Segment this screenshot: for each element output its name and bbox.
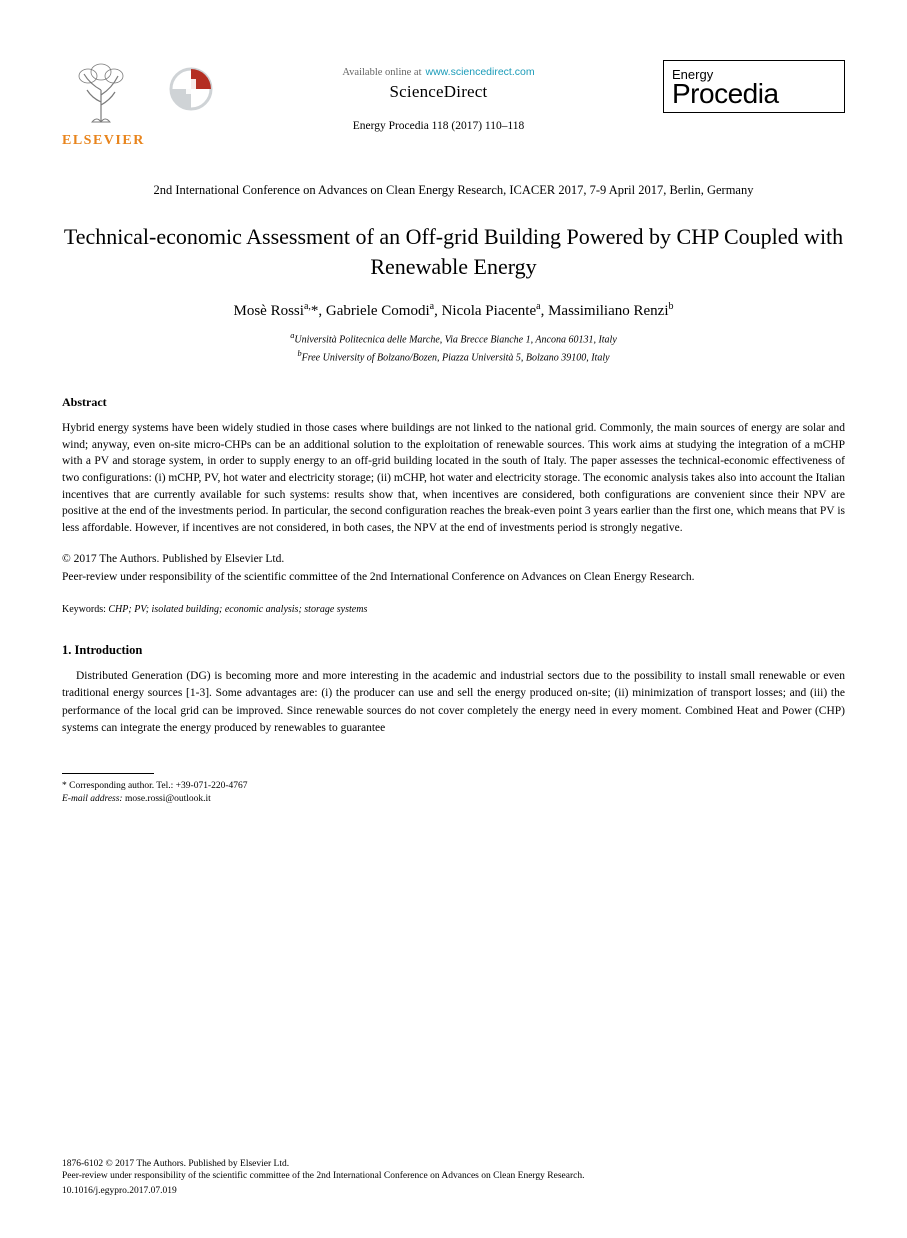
available-at-label: Available online at [342, 67, 421, 78]
email-line: E-mail address: mose.rossi@outlook.it [62, 793, 845, 806]
header-row: ELSEVIER Available online at www.science… [62, 60, 845, 149]
paper-title: Technical-economic Assessment of an Off-… [62, 222, 845, 281]
introduction-paragraph: Distributed Generation (DG) is becoming … [62, 668, 845, 737]
procedia-box: Energy Procedia [663, 60, 845, 113]
email-label: E-mail address: [62, 794, 123, 804]
copyright-line: © 2017 The Authors. Published by Elsevie… [62, 551, 845, 568]
footer-copyright: 1876-6102 © 2017 The Authors. Published … [62, 1158, 845, 1171]
footer-peer-review: Peer-review under responsibility of the … [62, 1170, 845, 1183]
sciencedirect-link[interactable]: www.sciencedirect.com [425, 66, 534, 78]
footer: 1876-6102 © 2017 The Authors. Published … [62, 1158, 845, 1198]
elsevier-logo: ELSEVIER [62, 60, 140, 149]
affiliations: aUniversità Politecnica delle Marche, Vi… [62, 330, 845, 365]
footnote-block: * Corresponding author. Tel.: +39-071-22… [62, 780, 845, 807]
peer-review-line: Peer-review under responsibility of the … [62, 569, 845, 586]
abstract-body: Hybrid energy systems have been widely s… [62, 420, 845, 537]
sciencedirect-label: ScienceDirect [214, 82, 663, 102]
elsevier-tree-icon [62, 60, 140, 128]
abstract-heading: Abstract [62, 395, 845, 410]
header-left: ELSEVIER [62, 60, 214, 149]
conference-line: 2nd International Conference on Advances… [62, 183, 845, 198]
affiliation-b: bFree University of Bolzano/Bozen, Piazz… [62, 348, 845, 365]
procedia-title: Procedia [672, 80, 836, 108]
introduction-heading: 1. Introduction [62, 643, 845, 658]
footnote-rule [62, 773, 154, 774]
footer-doi: 10.1016/j.egypro.2017.07.019 [62, 1185, 845, 1198]
header-center: Available online at www.sciencedirect.co… [214, 60, 663, 132]
journal-citation: Energy Procedia 118 (2017) 110–118 [214, 120, 663, 132]
elsevier-label: ELSEVIER [62, 133, 140, 149]
crossmark-icon[interactable] [168, 66, 214, 112]
corresponding-author: * Corresponding author. Tel.: +39-071-22… [62, 780, 845, 793]
affiliation-a: aUniversità Politecnica delle Marche, Vi… [62, 330, 845, 347]
email-address[interactable]: mose.rossi@outlook.it [125, 794, 211, 804]
keywords-line: Keywords: CHP; PV; isolated building; ec… [62, 604, 845, 615]
keywords-label: Keywords: [62, 604, 106, 615]
keywords-text: CHP; PV; isolated building; economic ana… [108, 604, 367, 615]
authors-line: Mosè Rossia,*, Gabriele Comodia, Nicola … [62, 301, 845, 320]
